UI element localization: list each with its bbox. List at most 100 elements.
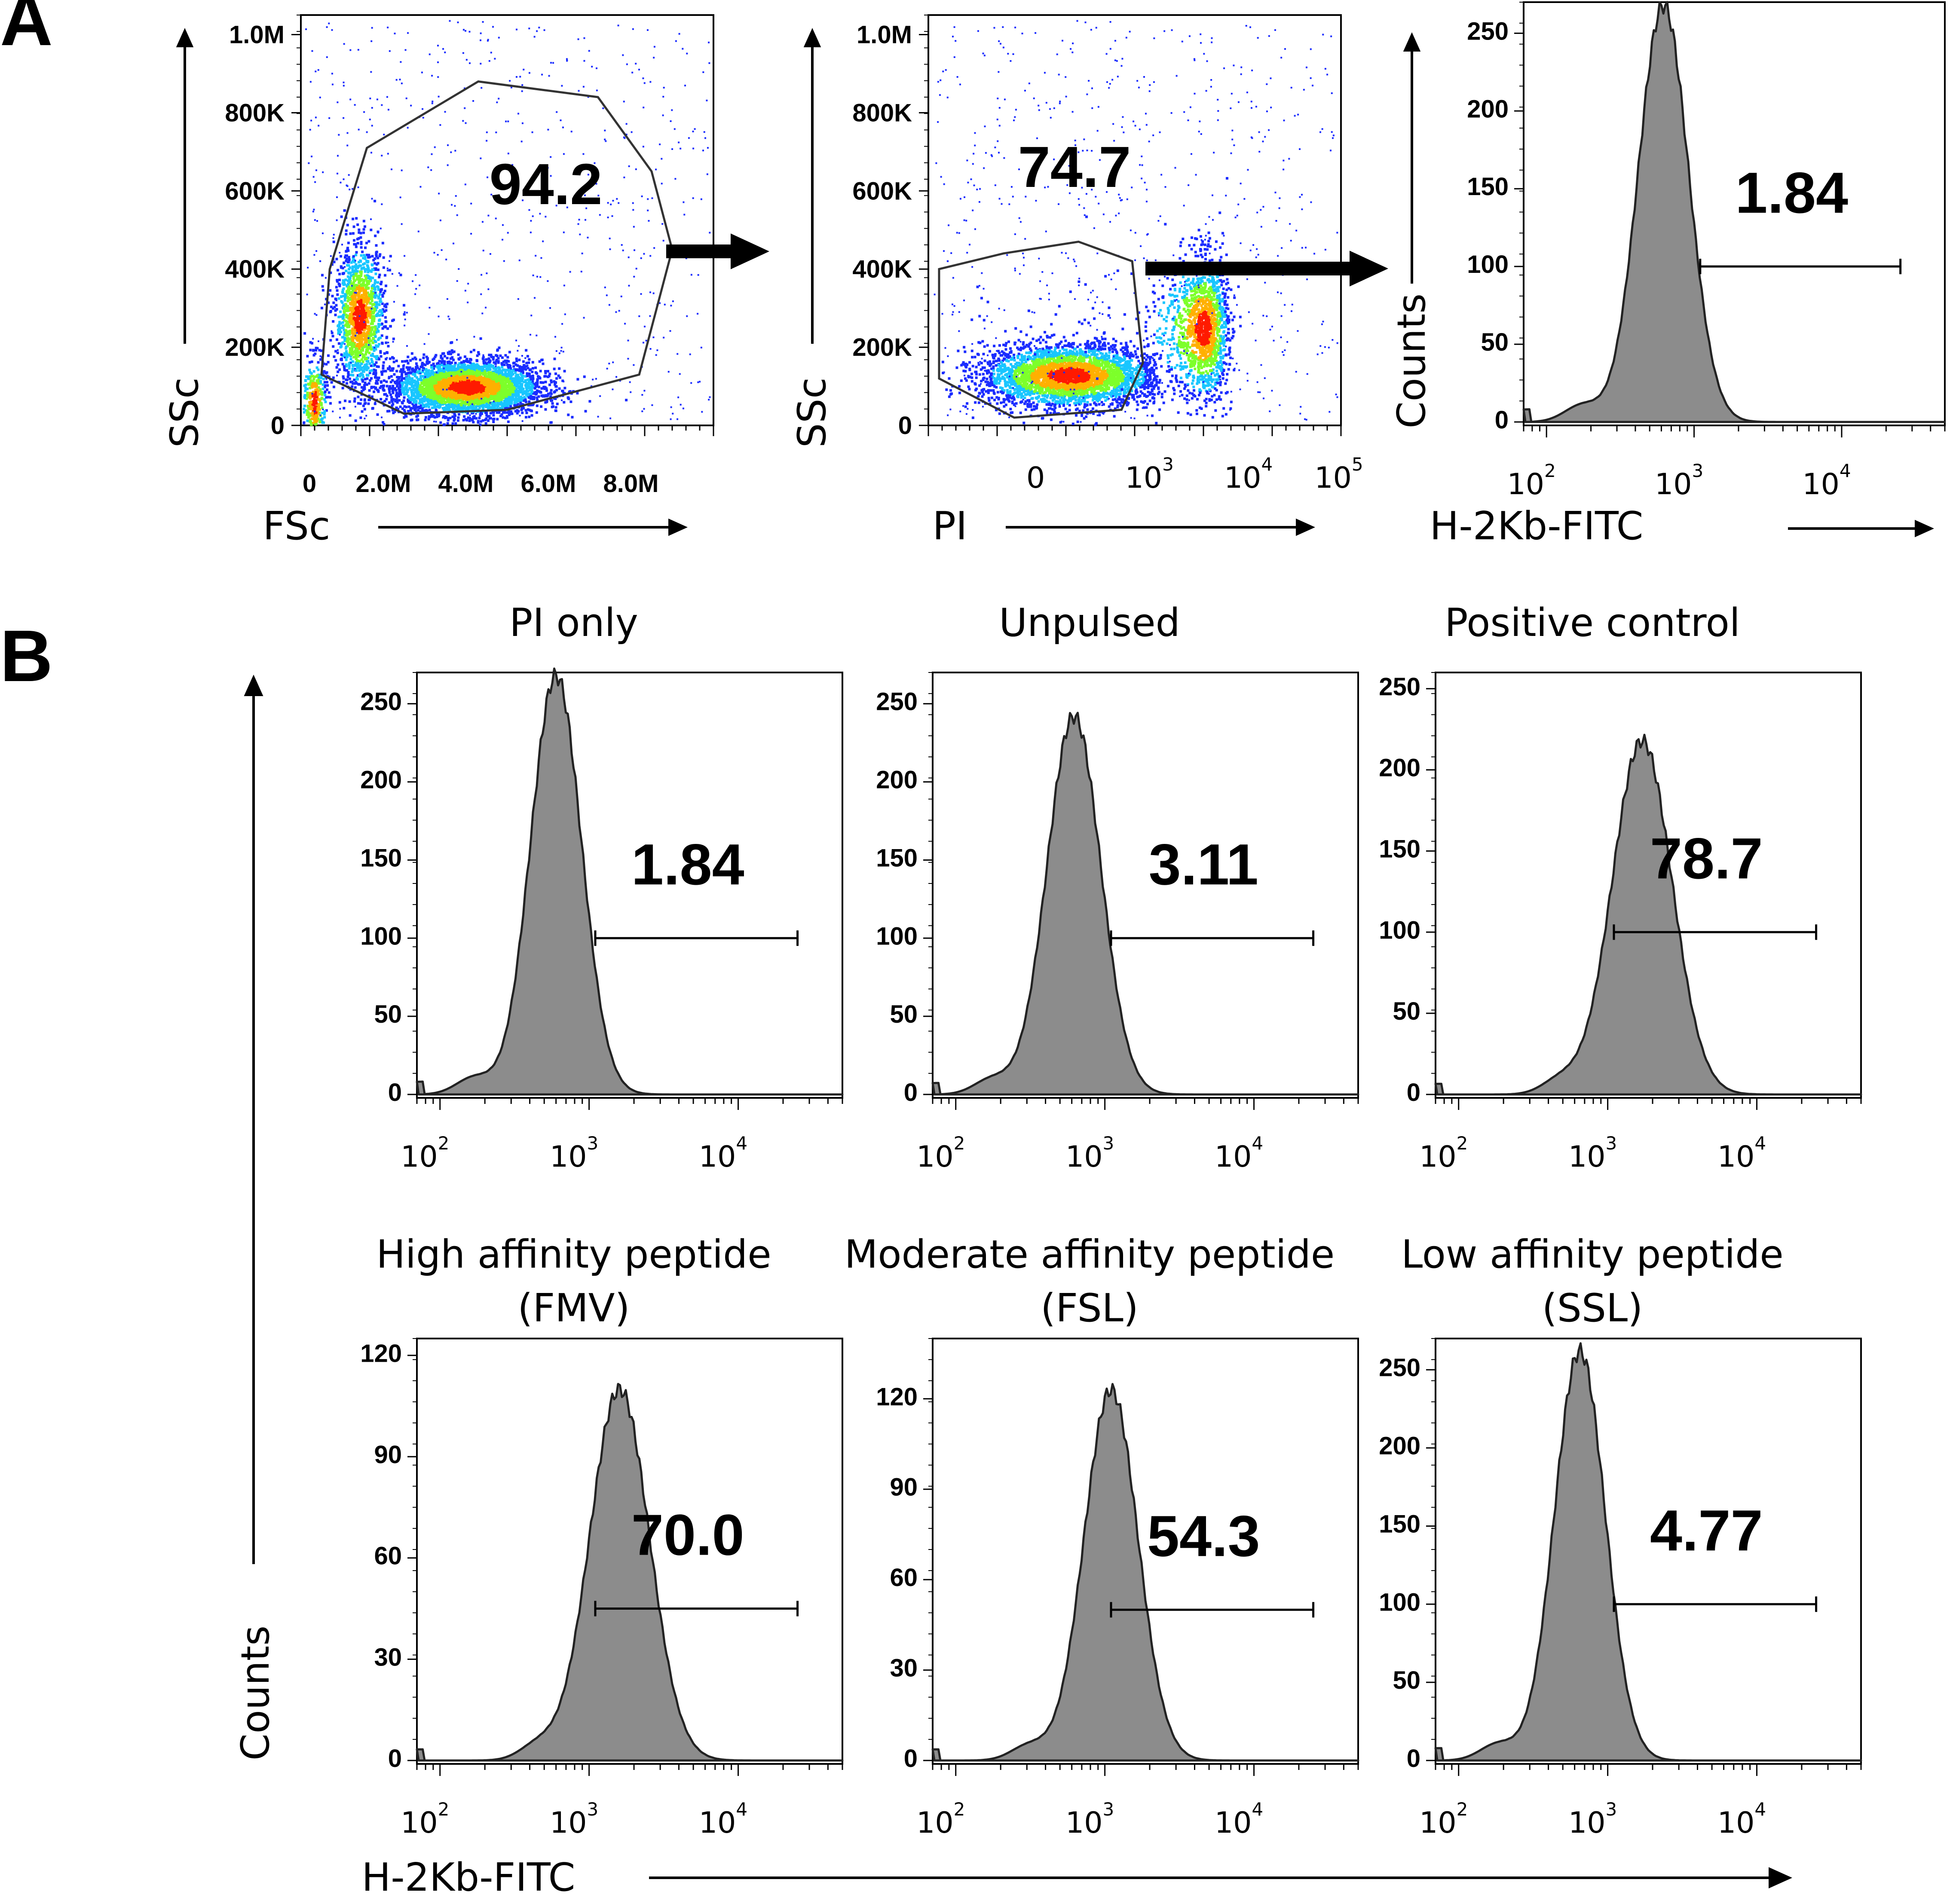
a1-event-dot bbox=[420, 375, 423, 378]
a1-event-dot bbox=[490, 354, 493, 357]
a1-event-dot bbox=[363, 402, 366, 405]
a1-event-dot bbox=[345, 378, 348, 381]
a1-event-dot bbox=[339, 310, 342, 313]
a1-event-dot bbox=[507, 366, 510, 369]
a1-event-dot bbox=[502, 379, 505, 382]
a1-event-dot bbox=[452, 408, 455, 411]
a1-event-dot bbox=[502, 381, 505, 384]
a1-event-dot bbox=[486, 400, 489, 403]
a1-event-dot bbox=[352, 217, 355, 220]
a1-event-dot bbox=[523, 399, 526, 402]
a1-event-dot bbox=[457, 399, 460, 402]
a1-event-dot bbox=[472, 391, 475, 394]
a1-event-dot bbox=[512, 388, 515, 391]
a1-event-dot bbox=[506, 400, 509, 403]
a1-event-dot bbox=[422, 379, 425, 382]
a1-event-dot bbox=[444, 416, 447, 419]
a1-event-dot bbox=[410, 399, 413, 402]
a1-event-dot bbox=[473, 381, 476, 384]
a1-event-dot bbox=[482, 369, 485, 372]
a1-event-dot bbox=[424, 372, 427, 375]
a1-event-dot bbox=[445, 364, 448, 367]
a1-event-dot bbox=[482, 381, 485, 384]
a1-event-dot bbox=[516, 409, 519, 412]
a1-event-dot bbox=[516, 384, 519, 387]
a1-event-dot bbox=[526, 355, 529, 358]
a1-event-dot bbox=[583, 375, 586, 378]
a1-event-dot bbox=[491, 404, 494, 407]
a1-event-dot bbox=[453, 379, 456, 382]
a1-event-dot bbox=[427, 405, 430, 408]
a1-event-dot bbox=[432, 402, 435, 405]
a1-event-dot bbox=[432, 390, 435, 393]
a1-event-dot bbox=[489, 417, 492, 420]
a1-event-dot bbox=[555, 388, 558, 391]
a1-event-dot bbox=[368, 362, 371, 365]
a1-event-dot bbox=[373, 288, 377, 291]
a1-event-dot bbox=[425, 385, 428, 388]
a1-event-dot bbox=[456, 380, 459, 383]
a1-event-dot bbox=[389, 381, 392, 384]
a1-event-dot bbox=[337, 325, 340, 328]
a1-event-dot bbox=[360, 327, 363, 330]
a1-event-dot bbox=[443, 373, 446, 376]
a1-event-dot bbox=[439, 369, 442, 372]
a1-event-dot bbox=[527, 390, 530, 393]
a1-event-dot bbox=[508, 399, 511, 402]
a1-event-dot bbox=[499, 406, 502, 410]
a1-event-dot bbox=[437, 385, 440, 388]
a1-event-dot bbox=[553, 367, 556, 370]
a1-event-dot bbox=[507, 370, 510, 373]
a1-event-dot bbox=[431, 366, 434, 369]
a1-event-dot bbox=[448, 391, 451, 394]
a1-event-dot bbox=[464, 389, 467, 392]
a1-event-dot bbox=[537, 385, 540, 388]
a1-event-dot bbox=[522, 406, 525, 410]
a1-event-dot bbox=[480, 383, 483, 386]
a1-event-dot bbox=[504, 389, 507, 392]
a1-event-dot bbox=[357, 395, 360, 398]
a1-event-dot bbox=[377, 379, 380, 382]
a1-event-dot bbox=[516, 376, 519, 379]
a1-event-dot bbox=[409, 382, 412, 385]
a1-event-dot bbox=[426, 358, 429, 361]
a1-event-dot bbox=[485, 393, 488, 396]
a1-event-dot bbox=[532, 377, 535, 380]
a1-event-dot bbox=[461, 372, 464, 375]
a1-event-dot bbox=[430, 388, 433, 391]
a1-event-dot bbox=[404, 373, 407, 376]
a1-event-dot bbox=[453, 350, 456, 353]
a1-event-dot bbox=[523, 367, 527, 370]
a1-event-dot bbox=[462, 383, 465, 386]
a1-event-dot bbox=[493, 401, 496, 404]
a1-event-dot bbox=[453, 385, 456, 388]
a1-event-dot bbox=[407, 371, 410, 374]
a1-event-dot bbox=[442, 378, 445, 381]
a1-event-dot bbox=[525, 365, 528, 368]
a1-event-dot bbox=[461, 388, 464, 391]
a1-event-dot bbox=[468, 397, 471, 400]
a1-event-dot bbox=[528, 400, 531, 403]
a1-event-dot bbox=[479, 375, 482, 378]
a1-event-dot bbox=[475, 394, 478, 397]
a1-event-dot bbox=[422, 384, 425, 387]
a1-event-dot bbox=[358, 287, 361, 290]
a1-event-dot bbox=[478, 388, 481, 391]
a1-event-dot bbox=[528, 416, 531, 419]
a1-event-dot bbox=[501, 402, 504, 405]
a1-event-dot bbox=[473, 399, 476, 402]
a1-event-dot bbox=[364, 246, 367, 249]
a1-event-dot bbox=[414, 358, 417, 361]
a1-event-dot bbox=[524, 375, 527, 378]
a1-event-dot bbox=[485, 364, 488, 367]
a1-event-dot bbox=[483, 364, 486, 367]
a1-event-dot bbox=[469, 382, 472, 385]
a1-event-dot bbox=[474, 394, 477, 397]
a1-event-dot bbox=[397, 387, 400, 390]
a1-event-dot bbox=[501, 356, 504, 359]
a1-event-dot bbox=[447, 370, 450, 373]
a1-event-dot bbox=[452, 396, 455, 399]
a1-event-dot bbox=[469, 367, 472, 370]
a1-event-dot bbox=[473, 383, 476, 386]
a1-event-dot bbox=[520, 369, 523, 372]
